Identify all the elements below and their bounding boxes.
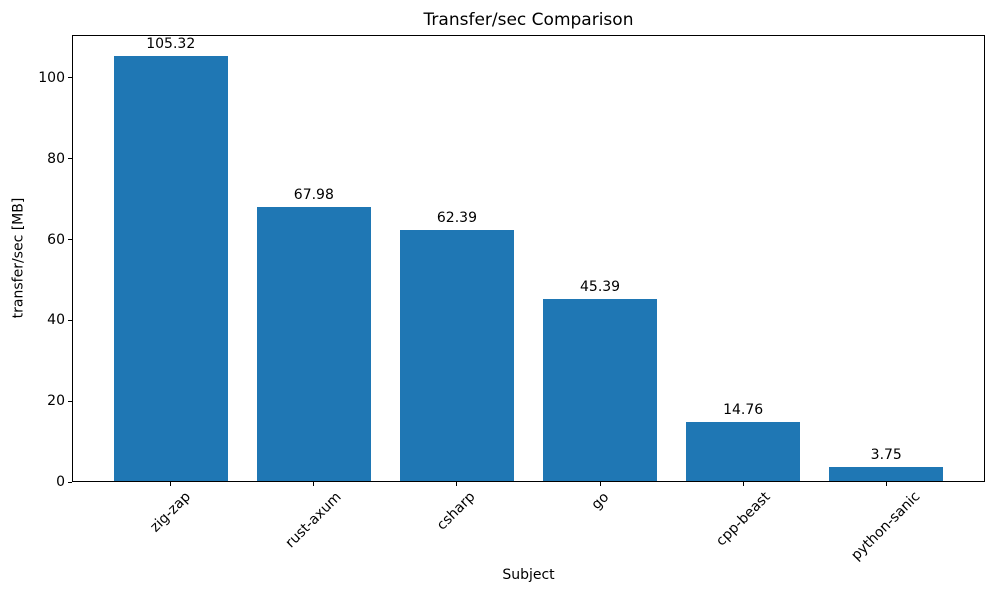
- y-tick-label: 40: [47, 312, 65, 329]
- bar-value-label: 14.76: [723, 402, 764, 419]
- x-axis-label: Subject: [502, 567, 555, 583]
- x-tick-label-rust-axum: rust-axum: [282, 489, 345, 552]
- bar-value-label: 3.75: [870, 446, 902, 463]
- x-tick-label-csharp: csharp: [434, 488, 479, 534]
- bar-csharp: [399, 229, 515, 482]
- y-tick-mark: [68, 319, 72, 321]
- x-tick-mark: [456, 482, 458, 486]
- y-tick-mark: [68, 400, 72, 402]
- x-tick-mark: [170, 482, 172, 486]
- y-tick-mark: [68, 239, 72, 240]
- y-tick-mark: [68, 77, 72, 79]
- x-tick-mark: [742, 482, 744, 486]
- x-tick-label-cpp-beast: cpp-beast: [712, 488, 774, 550]
- y-tick-label: 0: [56, 474, 65, 490]
- x-tick-label-zig-zap: zig-zap: [147, 488, 194, 536]
- bar-zig-zap: [113, 56, 228, 482]
- y-axis-label: transfer/sec [MB]: [10, 197, 27, 319]
- y-tick-label: 60: [47, 231, 65, 248]
- x-tick-label-python-sanic: python-sanic: [848, 488, 924, 565]
- plot-area: [72, 35, 985, 482]
- x-tick-mark: [599, 482, 601, 486]
- bar-rust-axum: [256, 207, 372, 482]
- bar-value-label: 67.98: [293, 187, 334, 204]
- x-tick-mark: [313, 482, 315, 486]
- chart-title: Transfer/sec Comparison: [423, 10, 634, 30]
- bar-value-label: 62.39: [436, 209, 477, 226]
- y-tick-mark: [68, 481, 72, 483]
- bar-go: [542, 298, 658, 482]
- y-tick-label: 100: [38, 69, 65, 86]
- y-tick-mark: [68, 158, 72, 160]
- bar-value-label: 105.32: [146, 36, 196, 53]
- y-tick-label: 80: [47, 150, 65, 167]
- bar-value-label: 45.39: [580, 278, 621, 295]
- bar-python-sanic: [829, 466, 944, 482]
- x-tick-mark: [885, 482, 887, 486]
- bar-cpp-beast: [685, 422, 801, 482]
- y-tick-label: 20: [47, 393, 65, 410]
- x-tick-label-go: go: [588, 488, 612, 513]
